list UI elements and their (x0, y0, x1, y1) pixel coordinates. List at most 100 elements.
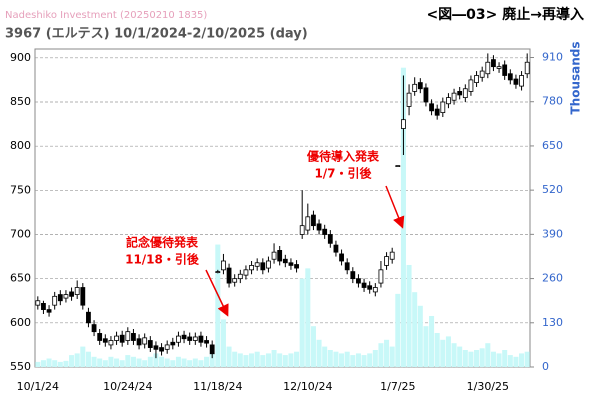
candle-body (204, 340, 209, 344)
y2-tick-label: 780 (542, 95, 563, 108)
candle-body (57, 294, 63, 302)
annotation-arrow (205, 269, 229, 317)
volume-bar (462, 349, 468, 367)
volume-bar (502, 349, 508, 367)
volume-bar (130, 356, 136, 367)
candle-body (176, 335, 181, 343)
volume-bar (35, 361, 41, 367)
volume-bar (485, 343, 491, 367)
volume-bar (316, 339, 322, 367)
volume-bar (423, 326, 429, 367)
candle-body (507, 73, 513, 81)
volume-bar (451, 343, 457, 367)
y2-tick-label: 910 (542, 51, 563, 64)
y2-axis-label: Thousands (569, 41, 583, 114)
volume-bar (378, 343, 384, 367)
volume-bar (97, 358, 103, 367)
candle-body (147, 340, 153, 348)
candle-body (277, 249, 283, 262)
candle-body (350, 271, 356, 280)
candle-body (457, 91, 463, 96)
volume-bar (153, 353, 159, 367)
volume-bar (333, 351, 339, 367)
volume-bar (277, 353, 283, 367)
y-tick-label: 800 (10, 139, 31, 152)
y-tick-label: 650 (10, 272, 31, 285)
candle-body (131, 333, 136, 341)
candle-body (69, 291, 74, 297)
volume-bar (187, 360, 193, 367)
volume-bar (457, 346, 463, 367)
volume-bar (367, 353, 373, 367)
candle-body (288, 262, 294, 266)
volume-bar (355, 353, 361, 367)
volume-bar (243, 355, 249, 367)
volume-bar (417, 305, 423, 367)
candle-body (305, 216, 311, 231)
candle-body (142, 337, 148, 345)
candle-body (164, 344, 170, 350)
volume-bar (361, 355, 367, 367)
candle-body (159, 347, 164, 352)
volume-bar (237, 353, 243, 367)
candle-body (474, 75, 479, 83)
volume-bar (209, 353, 215, 367)
candle-body (406, 92, 412, 107)
x-tick-label: 10/24/24 (103, 380, 152, 393)
volume-bar (412, 292, 418, 367)
candle-body (434, 108, 440, 116)
candle-body (226, 267, 232, 284)
volume-bar (119, 360, 125, 367)
candle-body (491, 59, 496, 68)
volume-bar (389, 346, 395, 367)
candle-body (119, 334, 125, 343)
candle-body (294, 264, 299, 269)
volume-bar (147, 356, 153, 367)
candle-body (153, 345, 159, 350)
annotation: 記念優待発表 (126, 235, 199, 250)
volume-bar (271, 349, 277, 367)
candle-body (485, 61, 491, 75)
volume-bar (282, 355, 288, 367)
candle-body (378, 269, 384, 284)
candle-body (114, 335, 119, 341)
candle-body (97, 333, 103, 341)
volume-bar (350, 355, 356, 367)
annotation: 1/7・引後 (314, 166, 372, 181)
volume-bar (181, 358, 187, 367)
x-tick-label: 11/18/24 (193, 380, 242, 393)
volume-bar (40, 360, 46, 367)
y-tick-label: 600 (10, 316, 31, 329)
volume-bar (164, 358, 170, 367)
candle-body (271, 251, 277, 260)
volume-bar (85, 351, 91, 367)
candle-body (266, 260, 271, 269)
volume-bar (125, 355, 131, 367)
y2-tick-label: 520 (542, 183, 563, 196)
candle-body (412, 83, 418, 92)
volume-bar (198, 360, 204, 367)
volume-bar (445, 336, 451, 367)
volume-bar (175, 356, 181, 367)
candle-body (136, 338, 142, 346)
volume-bar (226, 346, 232, 367)
candle-body (440, 101, 446, 113)
volume-bar (305, 268, 311, 367)
candle-body (299, 225, 305, 235)
y-tick-label: 700 (10, 228, 31, 241)
candle-body (367, 285, 373, 290)
volume-bar (136, 358, 142, 367)
volume-bar (372, 349, 378, 367)
volume-bar (215, 244, 221, 367)
candle-body (209, 344, 215, 355)
candle-body (249, 265, 254, 271)
candle-body (237, 273, 243, 280)
candle-body (462, 88, 468, 98)
volume-bar (108, 356, 114, 367)
y-tick-label: 750 (10, 183, 31, 196)
candle-body (451, 92, 457, 101)
volume-bar (344, 351, 350, 367)
candle-body (322, 228, 328, 235)
